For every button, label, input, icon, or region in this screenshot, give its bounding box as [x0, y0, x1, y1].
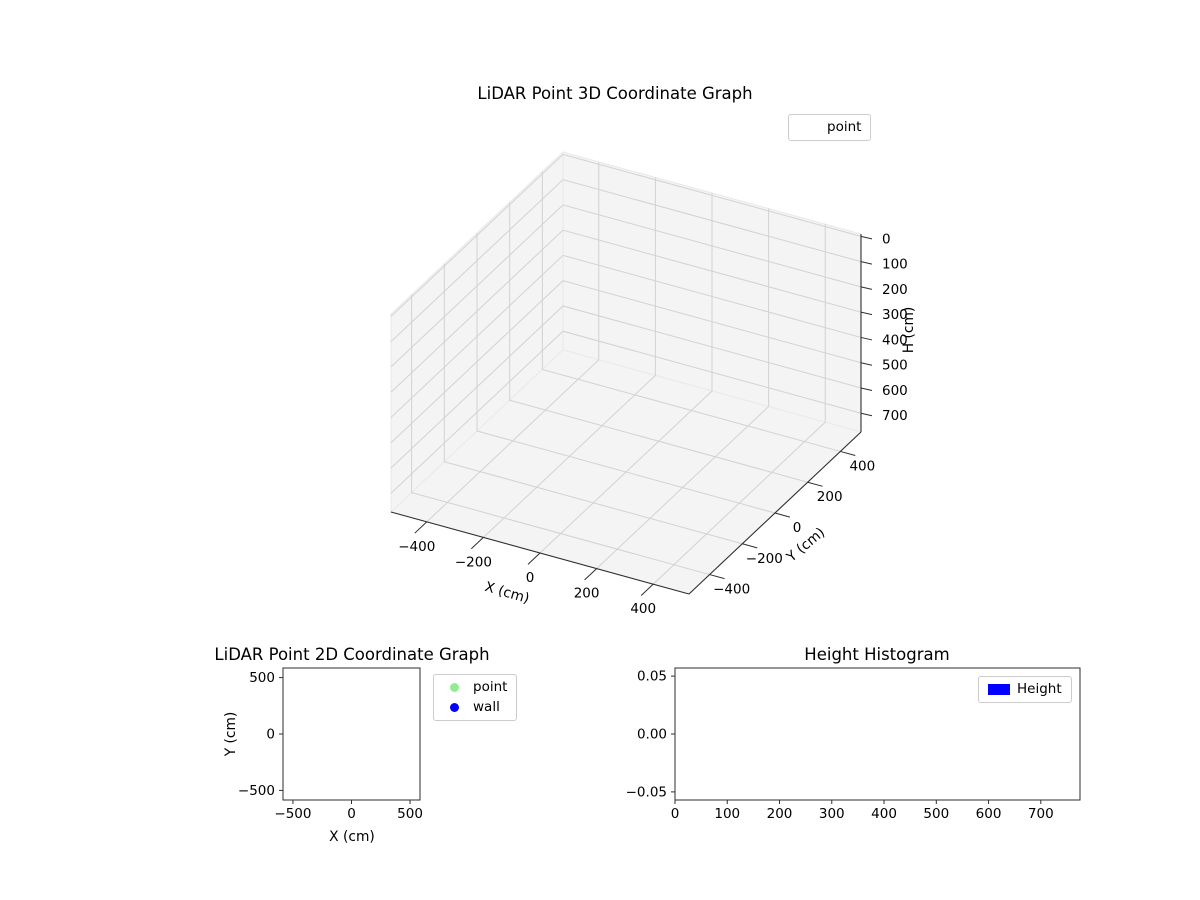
plot2d-title: LiDAR Point 2D Coordinate Graph [214, 645, 490, 664]
histogram-title: Height Histogram [804, 645, 950, 664]
histogram-legend: Height [978, 676, 1072, 703]
gridline [390, 280, 862, 444]
legend-label: Height [1017, 681, 1062, 697]
y-tick-label: 500 [249, 670, 275, 686]
z-tick [860, 311, 873, 316]
y-tick-label: 200 [817, 489, 843, 505]
gridline [652, 224, 826, 585]
y-tick-label: 400 [849, 458, 875, 474]
legend-entry-height: Height [988, 681, 1062, 698]
x-tick-label: 700 [1028, 806, 1054, 822]
y-tick-label: −400 [713, 582, 750, 598]
gridline [443, 263, 743, 545]
x-tick-label: 200 [767, 806, 793, 822]
z-tick-label: 100 [882, 257, 908, 273]
gridline [390, 229, 862, 393]
legend-entry-wall: wall [443, 699, 507, 716]
z-tick [860, 362, 873, 366]
wall-marker-icon [450, 703, 459, 712]
z-tick-label: 600 [882, 383, 908, 399]
y-tick-label: −200 [746, 551, 783, 567]
x-tick-label: −200 [455, 554, 492, 570]
x-tick-label: −400 [398, 539, 435, 555]
z-tick-label: 500 [882, 358, 908, 374]
gridline [390, 204, 862, 368]
gridline [426, 161, 600, 523]
axis-line [688, 431, 862, 595]
x-tick-label: 400 [630, 601, 656, 617]
y-tick-label: −0.05 [626, 784, 667, 800]
legend-label: point [473, 679, 508, 695]
x-tick-label: 500 [397, 806, 423, 822]
z-tick [860, 286, 873, 290]
gridline [596, 208, 770, 569]
legend-entry-point: point [798, 119, 861, 136]
plot2d-ylabel: Y (cm) [223, 711, 239, 757]
point-marker-icon [450, 683, 459, 692]
x-tick [640, 583, 654, 596]
x-tick [584, 568, 597, 581]
x-tick-label: 0 [526, 570, 535, 586]
y-tick-label: 0 [266, 727, 275, 743]
gridline [541, 171, 841, 452]
z-tick-label: 300 [882, 307, 908, 323]
z-tick [860, 336, 873, 341]
gridline [509, 202, 808, 483]
gridline [390, 179, 862, 343]
legend-entry-point: point [443, 679, 507, 696]
x-tick-label: −500 [274, 806, 311, 822]
x-tick [527, 552, 541, 565]
z-tick [860, 387, 873, 391]
y-tick-label: −500 [238, 783, 275, 799]
axes-frame [282, 667, 421, 801]
z-tick-label: 700 [882, 408, 908, 424]
y-tick [709, 574, 725, 580]
y-tick [840, 450, 856, 457]
gridline [390, 330, 862, 494]
empty-marker-icon [798, 122, 820, 134]
x-tick-label: 200 [574, 586, 600, 602]
gridline [539, 193, 713, 554]
gridline [390, 153, 862, 317]
x-tick-label: 100 [714, 806, 740, 822]
x-tick-label: 300 [819, 806, 845, 822]
gridline [390, 305, 862, 469]
x-tick [470, 537, 484, 550]
plot3d-title: LiDAR Point 3D Coordinate Graph [477, 84, 753, 103]
z-tick [860, 261, 873, 265]
y-tick-label: 0.00 [637, 727, 667, 743]
z-tick-label: 200 [882, 282, 908, 298]
y-tick-label: 0 [793, 520, 802, 536]
x-tick-label: 600 [976, 806, 1002, 822]
y-tick [807, 481, 823, 487]
x-tick-label: 0 [347, 806, 356, 822]
gridline [483, 177, 656, 538]
plot2d-xlabel: X (cm) [329, 829, 375, 845]
x-tick-label: 0 [671, 806, 680, 822]
legend-label: point [827, 119, 862, 135]
x-tick-label: 500 [923, 806, 949, 822]
gridline [476, 233, 776, 514]
z-tick [860, 412, 873, 417]
plot3d-zlabel: H (cm) [901, 306, 917, 354]
x-tick-label: 400 [871, 806, 897, 822]
z-tick-label: 400 [882, 332, 908, 348]
z-tick-label: 0 [882, 231, 891, 247]
gridline [390, 254, 862, 418]
x-tick [414, 521, 428, 534]
gridline [411, 294, 710, 576]
z-tick [860, 235, 873, 240]
legend-label: wall [473, 699, 500, 715]
height-bar-marker-icon [988, 684, 1010, 695]
y-tick-label: 0.05 [637, 669, 667, 685]
plot2d-legend: point wall [433, 674, 518, 721]
axis-line [390, 511, 690, 595]
y-tick [742, 543, 758, 549]
plot3d-legend: point [788, 114, 872, 141]
y-tick [774, 512, 791, 518]
